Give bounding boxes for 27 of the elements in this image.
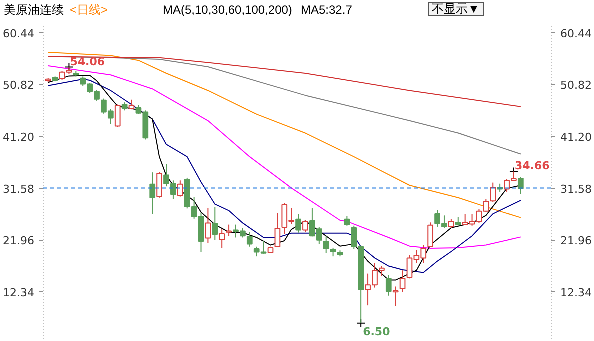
- candlestick: [177, 180, 184, 198]
- y-tick-label: 60.44: [3, 27, 35, 40]
- y-tick-label: 41.20: [3, 131, 35, 144]
- candlestick: [392, 286, 399, 307]
- candlestick: [219, 228, 226, 249]
- annotation: 34.66: [514, 160, 550, 173]
- candlestick: [212, 206, 218, 241]
- y2-tick-label: 50.82: [560, 79, 592, 92]
- chart-title: 美原油连续: [4, 2, 64, 19]
- candlestick: [296, 214, 302, 234]
- annotation: 54.06: [70, 55, 106, 68]
- y2-tick-label: 31.58: [560, 182, 592, 196]
- y2-tick-label: 60.44: [560, 27, 592, 40]
- chart-subtitle: <日线>: [70, 2, 108, 19]
- annotation: 6.50: [363, 325, 391, 338]
- y-tick-label: 12.34: [3, 286, 35, 300]
- line-series: [48, 56, 522, 108]
- y2-tick-label: 12.34: [560, 286, 592, 300]
- y-tick-label: 21.96: [3, 234, 35, 248]
- text: 不显示▼: [428, 2, 484, 16]
- y-tick-label: 31.58: [3, 182, 35, 196]
- y2-tick-label: 41.20: [560, 131, 592, 144]
- candlestick: [150, 172, 156, 215]
- y2-tick-label: 21.96: [560, 234, 592, 248]
- text: MA(5,10,30,60,100,200): [163, 2, 292, 19]
- y-tick-label: 50.82: [3, 79, 35, 92]
- text: MA5:32.7: [301, 2, 352, 19]
